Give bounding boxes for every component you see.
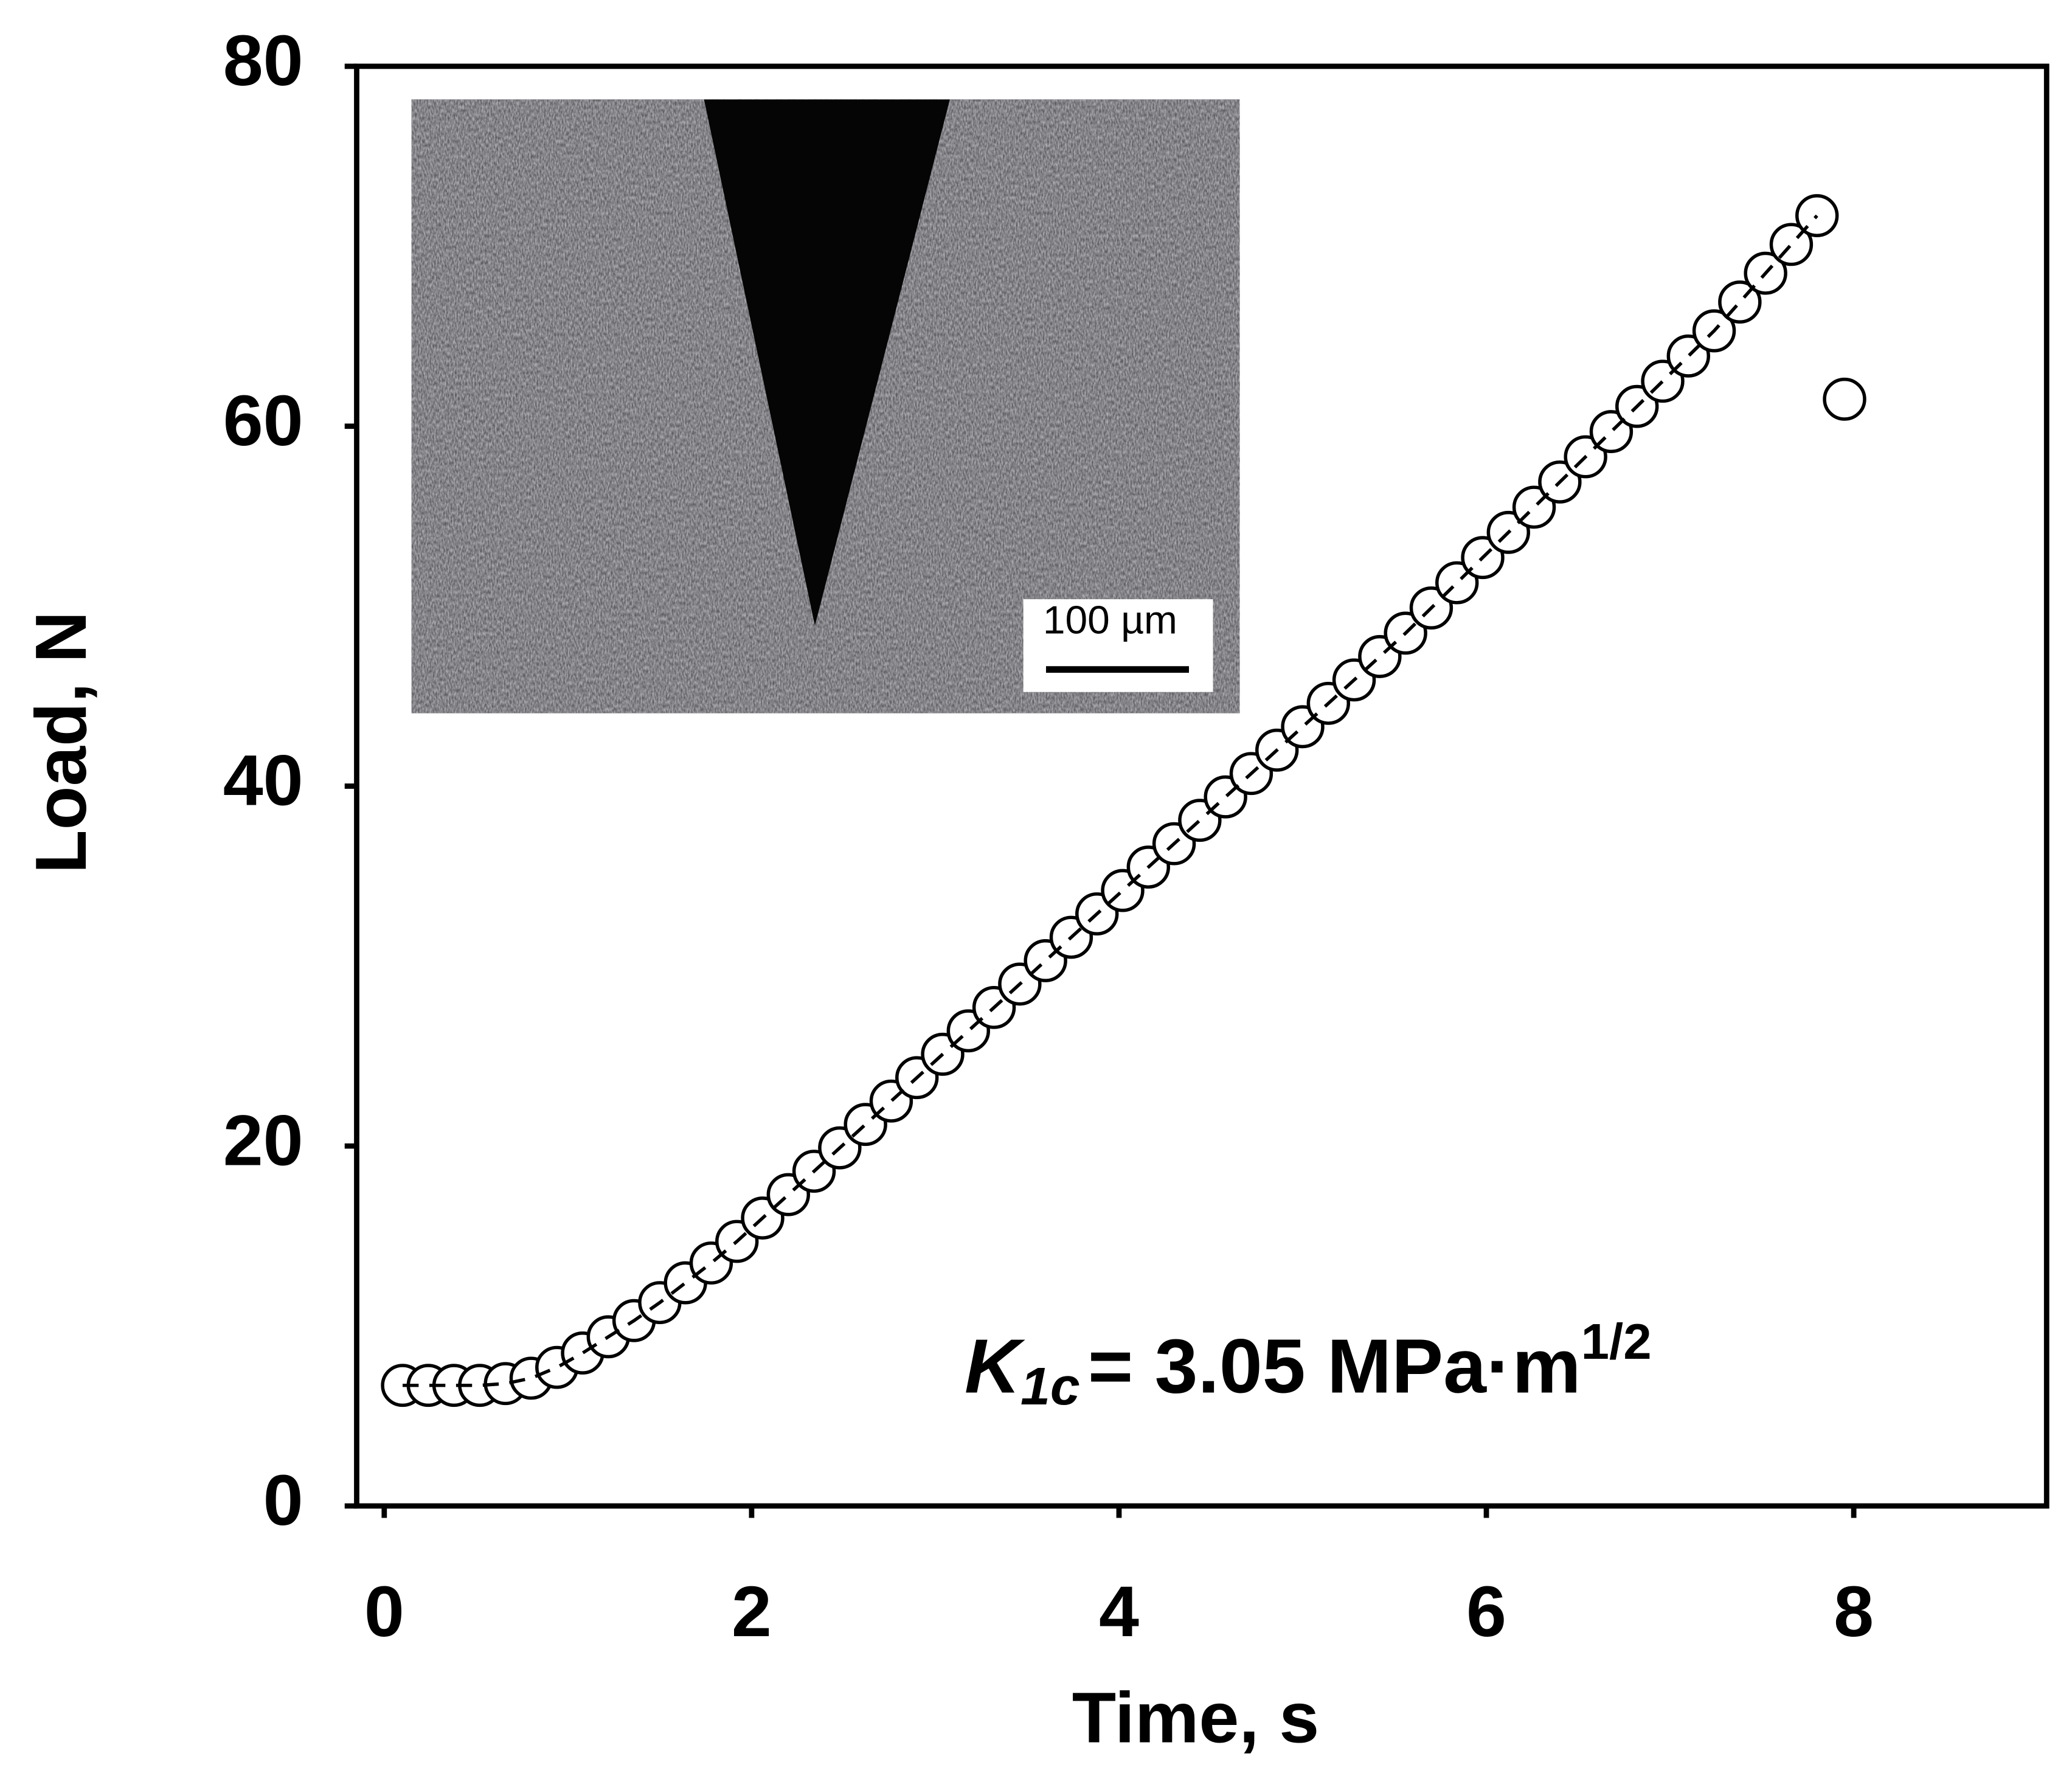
annotation: K1c = 3.05 MPa·m1/2 — [965, 1313, 1652, 1416]
x-tick-label: 2 — [732, 1572, 772, 1652]
x-axis-label: Time, s — [1072, 1678, 1320, 1758]
y-tick-label: 80 — [223, 21, 303, 100]
annotation-subscript: 1c — [1020, 1357, 1080, 1417]
x-tick-label: 4 — [1099, 1572, 1139, 1652]
x-tick-label: 0 — [364, 1572, 404, 1652]
inset-micrograph: 100 µm — [411, 99, 1240, 713]
scale-bar-label: 100 µm — [1043, 598, 1177, 642]
y-axis-label: Load, N — [21, 611, 102, 873]
data-point — [1823, 377, 1866, 421]
x-tick-label: 6 — [1466, 1572, 1506, 1652]
y-tick-label: 20 — [223, 1101, 303, 1181]
x-tick-label: 8 — [1834, 1572, 1874, 1652]
y-tick-label: 60 — [223, 381, 303, 460]
y-tick-label: 0 — [263, 1460, 303, 1540]
annotation-symbol: K — [965, 1323, 1025, 1409]
y-tick-label: 40 — [223, 741, 303, 821]
annotation-text: = 3.05 MPa·m — [1088, 1323, 1581, 1409]
fit-line — [403, 214, 1818, 1387]
annotation-superscript: 1/2 — [1581, 1313, 1652, 1370]
